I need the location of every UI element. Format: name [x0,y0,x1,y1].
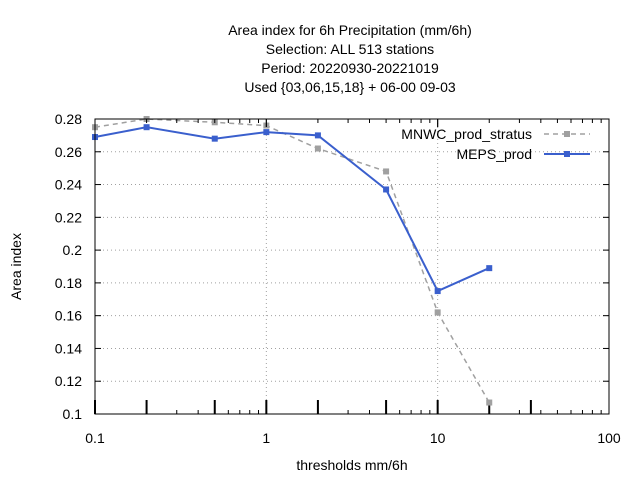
x-tick-label: 1 [262,430,270,446]
data-point [486,399,493,406]
axis-ticks [94,118,610,415]
y-tick-label: 0.26 [55,144,82,160]
chart-title: Area index for 6h Precipitation (mm/6h) S… [228,22,472,95]
series-line [94,118,490,403]
y-tick-label: 0.18 [55,275,82,291]
series-layer [92,116,493,406]
y-tick-label: 0.1 [63,406,83,422]
y-tick-label: 0.12 [55,373,82,389]
series-line [94,126,490,293]
x-tick-label: 100 [597,430,621,446]
legend-marker [564,131,570,137]
data-point [486,265,493,272]
data-point [434,288,441,295]
threshold-ticks [94,400,532,414]
data-point [383,168,390,175]
y-tick-label: 0.24 [55,177,82,193]
y-tick-label: 0.16 [55,308,82,324]
series-MNWC_prod_stratus [92,116,493,406]
data-point [434,309,441,316]
title-line-2: Selection: ALL 513 stations [266,41,434,57]
x-tick-label: 0.1 [85,430,105,446]
title-line-3: Period: 20220930-20221019 [261,60,439,76]
data-point [211,135,218,142]
x-axis-label: thresholds mm/6h [296,457,407,473]
y-axis-label: Area index [8,233,24,300]
data-point [383,186,390,193]
grid [95,119,609,414]
y-tick-label: 0.22 [55,209,82,225]
plot-border [94,118,610,415]
series-MEPS_prod [92,124,493,295]
data-point [143,124,150,131]
title-line-1: Area index for 6h Precipitation (mm/6h) [228,22,472,38]
legend-label: MEPS_prod [457,146,532,162]
y-tick-label: 0.2 [63,242,83,258]
y-tick-label: 0.14 [55,340,82,356]
title-line-4: Used {03,06,15,18} + 06-00 09-03 [244,79,456,95]
data-point [263,129,270,136]
legend-marker [564,151,570,157]
legend: MNWC_prod_stratus MEPS_prod [401,126,590,162]
data-point [314,145,321,152]
data-point [314,132,321,139]
y-tick-label: 0.28 [55,111,82,127]
tick-labels: 0.1 0.12 0.14 0.16 0.18 0.2 0.22 0.24 0.26 0.28 0.… [55,111,621,446]
legend-label: MNWC_prod_stratus [401,126,532,142]
x-tick-label: 10 [430,430,446,446]
